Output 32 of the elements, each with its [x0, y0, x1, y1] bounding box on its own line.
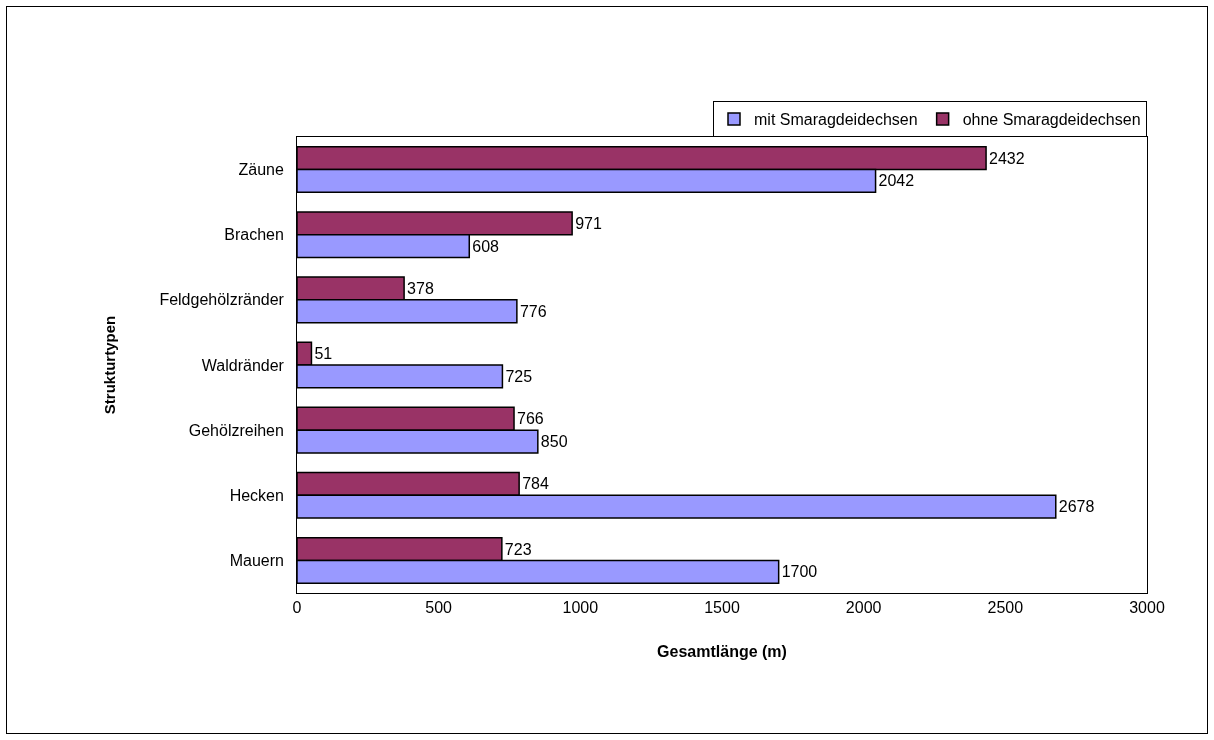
y-tick-label: Waldränder: [201, 356, 293, 374]
x-tick-label: 1500: [704, 599, 740, 617]
y-tick-label: Hecken: [229, 486, 293, 504]
x-axis-title: Gesamtlänge (m): [657, 642, 787, 660]
y-tick-label: Gehölzreihen: [188, 421, 293, 439]
data-label: 1700: [781, 563, 818, 581]
data-label: 850: [540, 433, 568, 451]
data-label: 2432: [989, 149, 1025, 167]
data-label: 608: [472, 237, 500, 255]
y-tick-label: Brachen: [224, 226, 293, 244]
data-label: 776: [519, 302, 547, 320]
y-tick-label: Feldgehölzränder: [159, 291, 293, 309]
y-tick-label: Zäune: [238, 161, 293, 179]
data-label: 378: [407, 279, 434, 297]
data-label: 971: [575, 214, 602, 232]
data-label: 51: [314, 345, 333, 363]
x-tick-label: 3000: [1129, 599, 1165, 617]
x-tick-label: 2500: [987, 599, 1024, 617]
legend-label: mit Smaragdeidechsen: [754, 111, 918, 129]
y-axis-title: Strukturtypen: [100, 315, 118, 415]
data-label: 2042: [878, 172, 915, 190]
x-tick-label: 0: [292, 599, 302, 617]
x-tick-label: 2000: [845, 599, 882, 617]
data-label: 725: [505, 367, 533, 385]
data-label: 723: [504, 540, 532, 558]
data-label: 766: [517, 410, 544, 428]
x-tick-label: 1000: [562, 599, 599, 617]
data-label: 784: [522, 475, 549, 493]
legend-label: ohne Smaragdeidechsen: [962, 111, 1141, 129]
x-tick-label: 500: [425, 599, 453, 617]
y-tick-label: Mauern: [229, 552, 293, 570]
data-label: 2678: [1058, 498, 1095, 516]
